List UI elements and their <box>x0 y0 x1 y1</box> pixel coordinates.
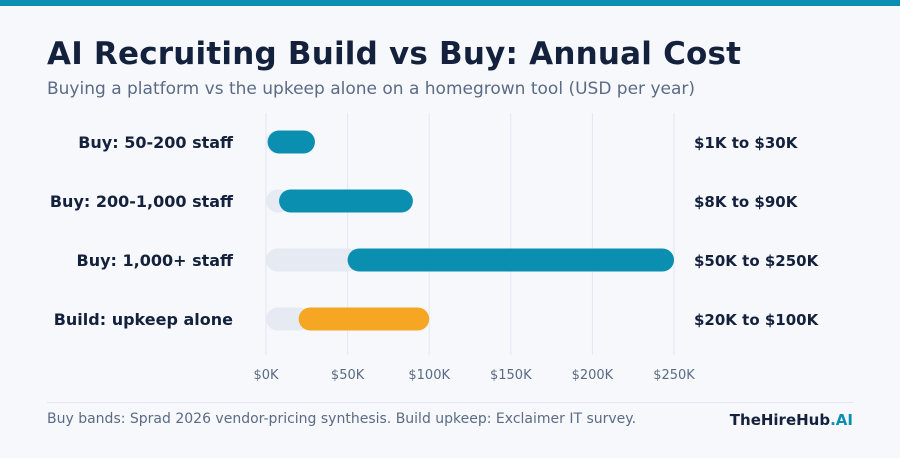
brand-name: TheHireHub <box>729 411 831 429</box>
page-subtitle: Buying a platform vs the upkeep alone on… <box>47 79 696 99</box>
range-bar <box>347 248 674 272</box>
bar-track <box>266 248 360 272</box>
brand-logo: TheHireHub.AI <box>730 411 853 429</box>
x-tick-label: $200K <box>572 368 614 383</box>
category-label: Build: upkeep alone <box>54 310 233 329</box>
range-value-label: $20K to $100K <box>694 311 820 329</box>
range-value-label: $50K to $250K <box>694 252 820 270</box>
category-label: Buy: 200-1,000 staff <box>50 192 234 211</box>
top-accent-bar <box>0 0 900 6</box>
bar-track <box>266 307 311 331</box>
range-bar-chart: $0K $50K $100K $150K $200K $250K Buy: 50-200 s… <box>50 113 820 383</box>
range-bar <box>298 307 430 331</box>
x-tick-label: $100K <box>408 368 450 383</box>
x-tick-label: $250K <box>653 368 695 383</box>
page-title: AI Recruiting Build vs Buy: Annual Cost <box>47 36 742 72</box>
range-value-label: $8K to $90K <box>694 193 799 211</box>
range-bar <box>279 189 413 213</box>
footer-divider <box>47 402 853 403</box>
brand-suffix: .AI <box>830 411 853 429</box>
x-tick-label: $0K <box>253 368 279 383</box>
source-note: Buy bands: Sprad 2026 vendor-pricing syn… <box>47 411 637 427</box>
range-value-label: $1K to $30K <box>694 134 799 152</box>
x-tick-label: $50K <box>331 368 365 383</box>
x-tick-label: $150K <box>490 368 532 383</box>
category-label: Buy: 50-200 staff <box>78 133 234 152</box>
category-label: Buy: 1,000+ staff <box>77 251 235 270</box>
range-bar <box>267 130 315 154</box>
